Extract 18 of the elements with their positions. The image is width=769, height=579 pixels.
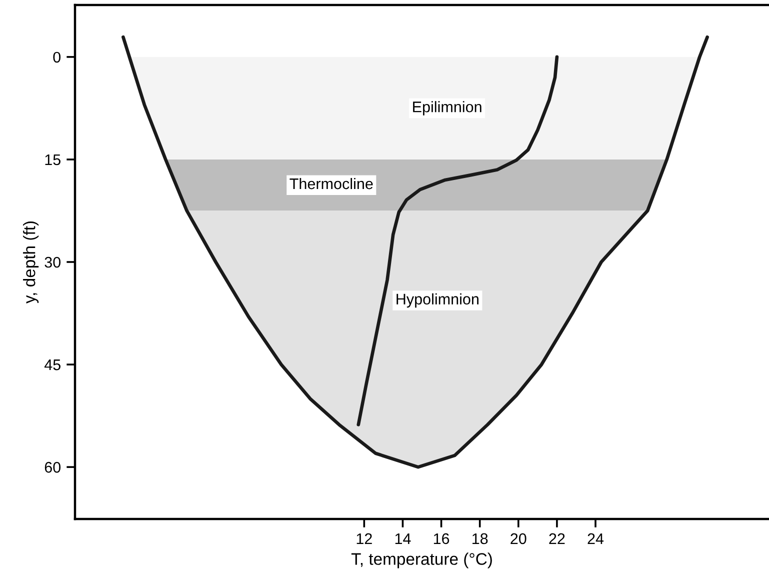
y-tick-label: 30 <box>44 256 61 268</box>
x-tick-label: 12 <box>356 533 372 544</box>
line-series <box>122 35 709 469</box>
y-tick-label: 15 <box>45 154 60 166</box>
y-tick-label: 60 <box>44 462 61 473</box>
y-axis-title: y, depth (ft) <box>23 222 39 304</box>
x-tick-label: 22 <box>549 533 565 544</box>
band-label: Thermocline <box>290 178 373 190</box>
x-axis-title: T, temperature (°C) <box>351 552 492 568</box>
x-tick-label: 14 <box>395 533 411 544</box>
band-label: Epilimnion <box>413 101 482 116</box>
x-tick-label: 18 <box>472 533 488 544</box>
x-tick-label: 20 <box>510 533 526 544</box>
x-tick-label: 24 <box>588 533 604 544</box>
y-tick-label: 0 <box>53 52 61 63</box>
y-tick-label: 45 <box>44 360 60 370</box>
x-tick-label: 16 <box>434 533 450 544</box>
band-label: Hypolimnion <box>396 293 478 308</box>
